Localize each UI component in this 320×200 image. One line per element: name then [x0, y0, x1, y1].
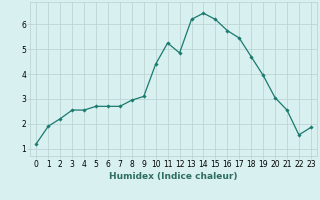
X-axis label: Humidex (Indice chaleur): Humidex (Indice chaleur) — [109, 172, 238, 181]
